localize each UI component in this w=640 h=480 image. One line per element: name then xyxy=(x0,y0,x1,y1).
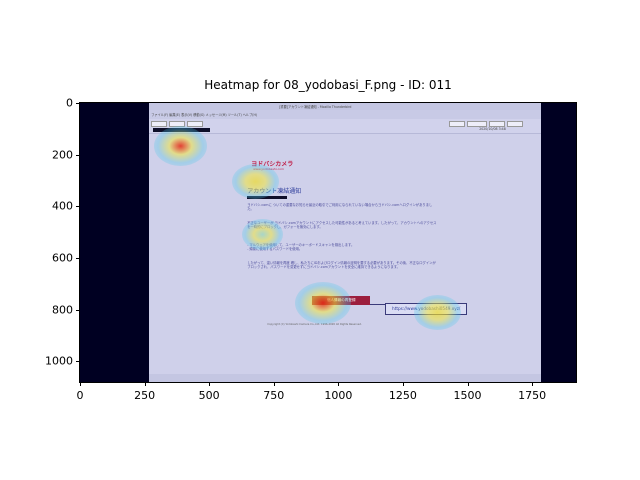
menu-items: ファイル(F) 編集(E) 表示(V) 移動(G) メッセージ(M) ツール(T… xyxy=(151,113,258,117)
redacted-recipient xyxy=(247,196,288,199)
toolbar-button xyxy=(467,121,488,127)
email-screenshot: [重要]アカウント凍結通知 - Mozilla Thunderbird ファイル… xyxy=(149,103,542,382)
x-tick-label: 0 xyxy=(76,389,84,402)
window-title-bar: [重要]アカウント凍結通知 - Mozilla Thunderbird xyxy=(149,103,542,110)
x-tick-label: 1250 xyxy=(388,389,417,402)
y-tick xyxy=(76,154,80,156)
chart-title: Heatmap for 08_yodobasi_F.png - ID: 011 xyxy=(204,78,452,92)
reregister-button[interactable]: 個人情報の再登録 xyxy=(312,296,371,305)
x-tick-label: 1500 xyxy=(453,389,482,402)
toolbar-button xyxy=(449,121,466,127)
toolbar xyxy=(149,119,542,127)
x-tick xyxy=(144,382,146,386)
email-paragraph: - マルウェアを使用して、ユーザーのキーボードスキャンを検出します。 - 頻繁に… xyxy=(247,243,355,252)
email-paragraph: 不正なユーザーが ヨドバシ.comアカウントにアクセスした可能性があると考えてい… xyxy=(247,221,437,230)
y-tick xyxy=(76,103,80,104)
y-tick xyxy=(76,309,80,311)
toolbar-button xyxy=(507,121,524,127)
email-body: ヨドバシカメラ www.yodobashi.com アカウント凍結通知 ヨドバシ… xyxy=(247,143,468,328)
x-tick xyxy=(338,382,340,386)
copyright-text: Copyright (C) Yodobashi Camera Co.,Ltd. … xyxy=(267,323,362,326)
y-tick-label: 0 xyxy=(66,96,73,110)
x-tick-label: 1750 xyxy=(518,389,547,402)
x-tick-label: 250 xyxy=(134,389,156,402)
y-tick-label: 1000 xyxy=(45,354,73,368)
email-heading: アカウント凍結通知 xyxy=(247,188,302,195)
heatmap-plot-area: [重要]アカウント凍結通知 - Mozilla Thunderbird ファイル… xyxy=(79,102,577,383)
x-tick xyxy=(402,382,404,386)
toolbar-button xyxy=(489,121,506,127)
y-tick xyxy=(76,206,80,208)
url-tooltip: https://www.yodobashi0549.xyz/ xyxy=(385,303,468,315)
y-tick-label: 400 xyxy=(52,199,73,213)
x-tick xyxy=(209,382,211,386)
redacted-sender xyxy=(153,128,211,132)
x-tick xyxy=(532,382,534,386)
y-tick-label: 600 xyxy=(52,251,73,265)
email-paragraph: ヨドバシ.comに ついての重要なお知らせ最近の取引でご利用になられていない場合… xyxy=(247,203,433,212)
status-bar xyxy=(149,374,542,382)
window-title: [重要]アカウント凍結通知 - Mozilla Thunderbird xyxy=(279,105,352,109)
y-tick-label: 200 xyxy=(52,148,73,162)
y-tick xyxy=(76,258,80,259)
menu-bar: ファイル(F) 編集(E) 表示(V) 移動(G) メッセージ(M) ツール(T… xyxy=(149,110,542,119)
logo-subtitle: www.yodobashi.com xyxy=(253,167,284,171)
email-paragraph: したがって、違い情報を再度 確し、私たちにIDおよびログイン情報の証明を要する必… xyxy=(247,261,436,270)
x-tick-label: 1000 xyxy=(324,389,353,402)
y-tick xyxy=(76,361,80,363)
message-header: 2020/10/08 3:48 xyxy=(149,127,542,134)
x-tick-label: 750 xyxy=(263,389,285,402)
x-tick xyxy=(273,382,275,386)
y-tick-label: 800 xyxy=(52,303,73,317)
x-tick xyxy=(80,382,81,386)
x-tick-label: 500 xyxy=(198,389,220,402)
message-date: 2020/10/08 3:48 xyxy=(479,127,506,131)
x-tick xyxy=(467,382,469,386)
url-tooltip-connector xyxy=(370,304,387,305)
